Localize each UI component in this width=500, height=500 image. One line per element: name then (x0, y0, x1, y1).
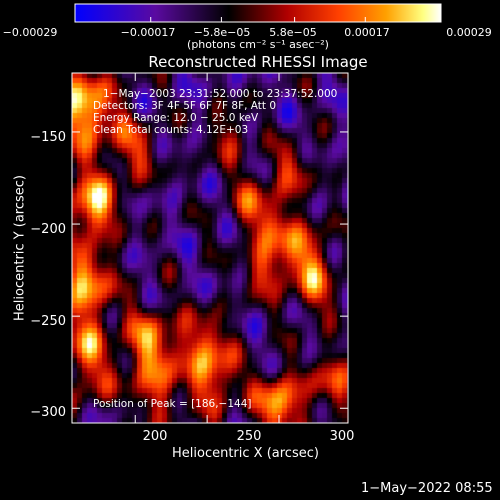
colorbar-tick-label: −5.8e−05 (193, 26, 251, 39)
footer-date: 1−May−2022 08:55 (361, 481, 493, 496)
y-axis-label: Heliocentric Y (arcsec) (12, 175, 28, 321)
annotation-time-range: 1−May−2003 23:31:52.000 to 23:37:52.000 (103, 88, 338, 100)
colorbar-tick-label: 0.00017 (344, 26, 390, 39)
colorbar-tick-label: 5.8e−05 (269, 26, 317, 39)
annotation-method: Clean Total counts: 4.12E+03 (93, 124, 249, 136)
colorbar-tick-label: 0.00029 (446, 26, 492, 39)
annotation-detectors: Detectors: 3F 4F 5F 6F 7F 8F, Att 0 (93, 100, 277, 112)
colorbar-strip (74, 3, 442, 23)
x-tick-label: 300 (329, 429, 355, 444)
y-tick-label: −200 (30, 222, 66, 237)
x-tick-label: 250 (236, 429, 262, 444)
colorbar-unit-label: (photons cm⁻² s⁻¹ asec⁻²) (187, 38, 329, 51)
colorbar-tick-label: −0.00017 (120, 26, 176, 39)
y-tick-label: −250 (30, 314, 66, 329)
x-axis-label: Heliocentric X (arcsec) (172, 446, 319, 461)
annotation-energy-range: Energy Range: 12.0 − 25.0 keV (93, 112, 259, 124)
x-tick-label: 200 (142, 429, 168, 444)
chart-title: Reconstructed RHESSI Image (148, 53, 368, 71)
annotation-peak: Position of Peak = [186,−144] (93, 398, 252, 410)
y-tick-label: −150 (30, 130, 66, 145)
colorbar-tick-label: −0.00029 (2, 26, 58, 39)
y-tick-label: −300 (30, 405, 66, 420)
